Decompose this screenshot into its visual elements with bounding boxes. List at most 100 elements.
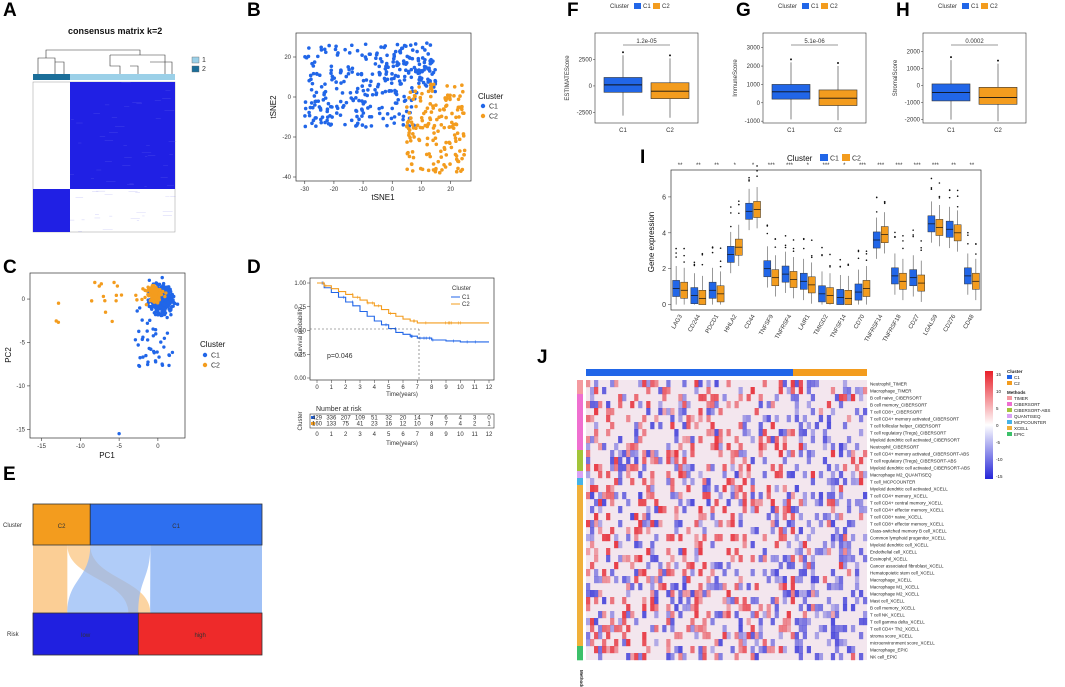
gene-x-label: LGALS9: [923, 313, 940, 336]
heatmap-cell: [770, 436, 775, 444]
heatmap-cell: [726, 597, 731, 605]
heatmap-cell: [754, 506, 759, 514]
tsne-point-c1: [319, 48, 324, 52]
heatmap-cell: [610, 457, 615, 465]
km-pvalue: p=0.046: [327, 353, 353, 360]
heatmap-cell: [746, 429, 751, 437]
heatmap-cell: [782, 499, 787, 507]
tsne-point-c1: [351, 97, 355, 102]
tsne-point-c2: [454, 139, 458, 143]
gene-signif: **: [970, 163, 975, 169]
heatmap-cell: [758, 429, 763, 437]
tsne-point-c1: [423, 48, 427, 52]
heatmap-cell: [734, 471, 739, 479]
heatmap-cell: [626, 443, 631, 451]
heatmap-cell: [626, 471, 631, 479]
heatmap-cell: [818, 653, 824, 661]
tsne-point-c1: [389, 81, 394, 85]
pca-x-label: PC1: [99, 451, 115, 460]
method-bar-cell: [577, 499, 583, 507]
heatmap-cell: [734, 485, 739, 493]
heatmap-cell: [830, 492, 836, 500]
heatmap-cell: [698, 408, 703, 416]
heatmap-cell: [606, 471, 611, 479]
heatmap-cell: [686, 422, 691, 430]
heatmap-cell: [702, 485, 707, 493]
gene-outlier: [912, 235, 914, 238]
pca-point-c1: [135, 309, 139, 313]
risk-x-tick-label: 6: [401, 432, 405, 438]
heatmap-cluster-bar-c2: [793, 369, 867, 376]
heatmap-row-label: T cell NK_XCELL: [870, 612, 905, 617]
heatmap-method-bar: [577, 380, 583, 661]
pca-legend-c1-dot: [202, 352, 208, 358]
heatmap-cell: [682, 450, 687, 458]
heatmap-cell: [798, 422, 803, 430]
heatmap-row-label: microenvironment score_XCELL: [870, 640, 935, 645]
heatmap-cell: [730, 450, 735, 458]
heatmap-cell: [630, 464, 635, 472]
pca-point-c2: [155, 298, 159, 303]
tsne-point-c1: [354, 108, 358, 113]
consensus-noise-lines: [70, 82, 177, 232]
heatmap-cell: [782, 457, 787, 465]
heatmap-cell: [654, 415, 659, 423]
heatmap-cell: [590, 415, 595, 423]
gene-signif: ***: [914, 163, 922, 169]
tsne-point-c1: [377, 106, 381, 111]
heatmap-cell: [650, 597, 655, 605]
heatmap-cell: [686, 527, 691, 535]
risk-count-c2: 160: [312, 422, 323, 428]
gene-outlier: [719, 260, 722, 263]
heatmap-cell: [622, 611, 627, 619]
method-bar-cell: [577, 604, 583, 612]
heatmap-cell: [862, 534, 868, 542]
gene-outlier: [948, 189, 951, 192]
heatmap-cell: [706, 611, 711, 619]
km-y-tick-label: 0.25: [294, 352, 306, 358]
heatmap-cell: [690, 443, 695, 451]
tsne-point-c2: [457, 137, 462, 142]
tsne-point-c1: [359, 107, 364, 112]
heatmap-cell: [634, 450, 639, 458]
risk-count-c2: 41: [357, 422, 364, 428]
tsne-point-c2: [458, 94, 462, 98]
gene-outlier: [738, 200, 740, 202]
heatmap-cell: [810, 429, 816, 437]
gene-outlier: [711, 246, 714, 248]
heatmap-cell: [782, 646, 787, 654]
pca-point-c2: [112, 280, 116, 285]
tsne-point-c1: [347, 51, 352, 55]
heatmap-cell: [594, 408, 599, 416]
tsne-point-c1: [424, 84, 429, 88]
gene-outlier: [948, 196, 951, 199]
heatmap-cell: [630, 513, 635, 521]
pca-point-c1: [166, 303, 171, 308]
pca-point-c1: [167, 353, 172, 358]
tsne-point-c2: [454, 154, 459, 158]
gene-outlier: [730, 206, 732, 208]
sankey-node-low-label: low: [81, 633, 91, 639]
pca-point-c2: [155, 301, 160, 305]
boxH-y-tick-label: 0: [917, 84, 921, 90]
heatmap-cell: [850, 590, 856, 598]
tsne-point-c2: [430, 89, 434, 93]
pca-point-c1: [140, 337, 145, 342]
tsne-point-c1: [402, 94, 406, 99]
pca-point-c1: [145, 362, 150, 367]
heatmap-cell: [594, 576, 599, 584]
heatmap-cell: [614, 464, 619, 472]
heatmap-row-label: B cell memory_CIBERSORT: [870, 402, 927, 407]
heatmap-cell: [798, 527, 803, 535]
heatmap-cell: [782, 513, 787, 521]
gene-legend-c1: C1: [830, 156, 839, 163]
heatmap-cell: [598, 653, 603, 661]
gene-outlier: [912, 234, 914, 236]
heatmap-cell: [726, 590, 731, 598]
gene-x-label: TNFRSF4: [775, 313, 794, 340]
heatmap-cell: [838, 450, 844, 458]
heatmap-cell: [666, 457, 671, 465]
heatmap-cell: [790, 387, 795, 395]
heatmap-cell: [794, 415, 799, 423]
gene-outlier: [701, 253, 704, 256]
